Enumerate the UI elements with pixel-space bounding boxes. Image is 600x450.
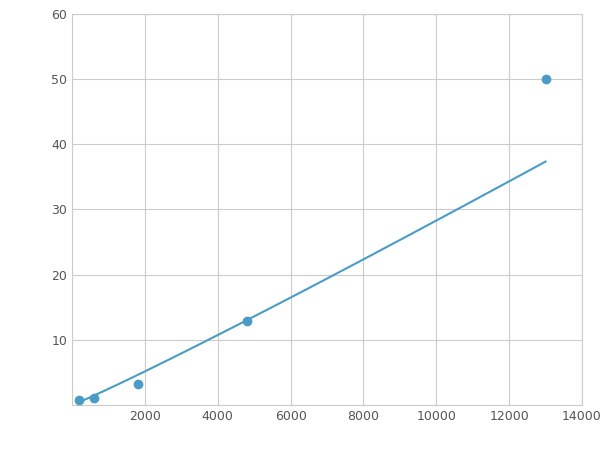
Point	[89, 395, 98, 402]
Point	[133, 381, 142, 388]
Point	[74, 397, 84, 404]
Point	[541, 75, 550, 82]
Point	[242, 317, 251, 324]
